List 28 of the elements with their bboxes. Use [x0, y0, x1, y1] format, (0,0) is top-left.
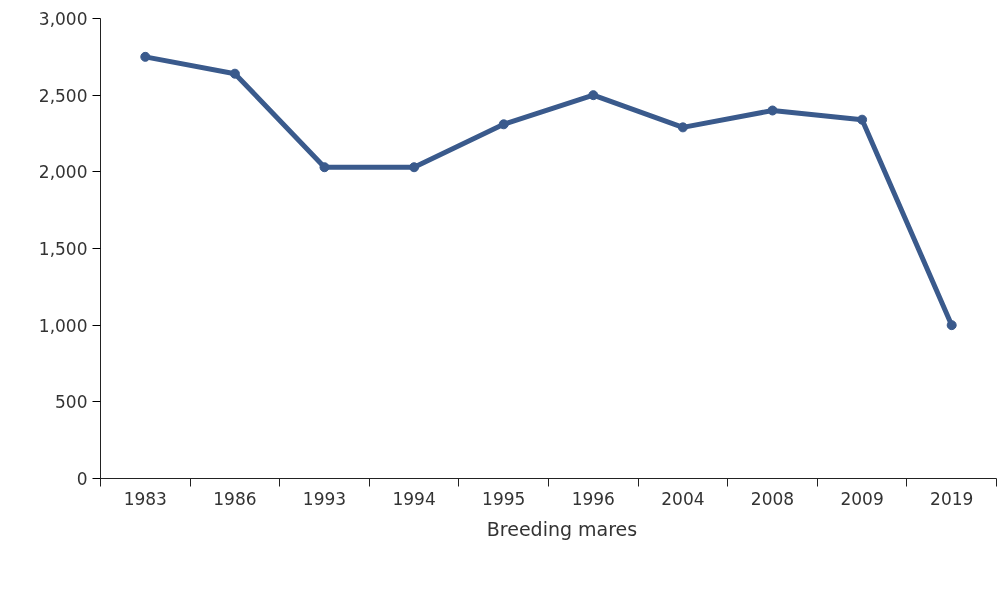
x-tick-label: 2009: [840, 488, 884, 509]
x-tick-label: 1993: [302, 488, 347, 509]
y-tick-label: 0: [76, 469, 88, 489]
point: [229, 68, 240, 79]
x-tick-label: 1995: [482, 488, 526, 509]
point: [767, 105, 778, 116]
point: [319, 162, 330, 173]
x-tick-label: 1983: [123, 488, 167, 509]
point: [140, 51, 151, 62]
point: [946, 320, 957, 331]
y-tick-label: 2,000: [38, 162, 88, 183]
y-tick-label: 3,000: [38, 9, 88, 29]
x-tick-label: 2019: [930, 488, 974, 509]
x-tick-label: 1986: [213, 488, 257, 509]
x-tick-label: 2008: [750, 488, 795, 509]
point: [498, 119, 509, 130]
text: Breeding mares: [486, 518, 638, 540]
point: [588, 90, 599, 101]
x-tick-label: 2004: [661, 488, 705, 509]
x-tick-label: 1996: [571, 488, 615, 509]
y-tick-label: 1,000: [38, 315, 88, 336]
y-tick-label: 2,500: [38, 85, 88, 106]
x-tick-label: 1994: [392, 488, 436, 509]
point: [409, 162, 420, 173]
point: [677, 122, 688, 133]
y-tick-label: 500: [55, 392, 88, 413]
point: [857, 114, 868, 125]
y-tick-label: 1,500: [38, 239, 88, 259]
